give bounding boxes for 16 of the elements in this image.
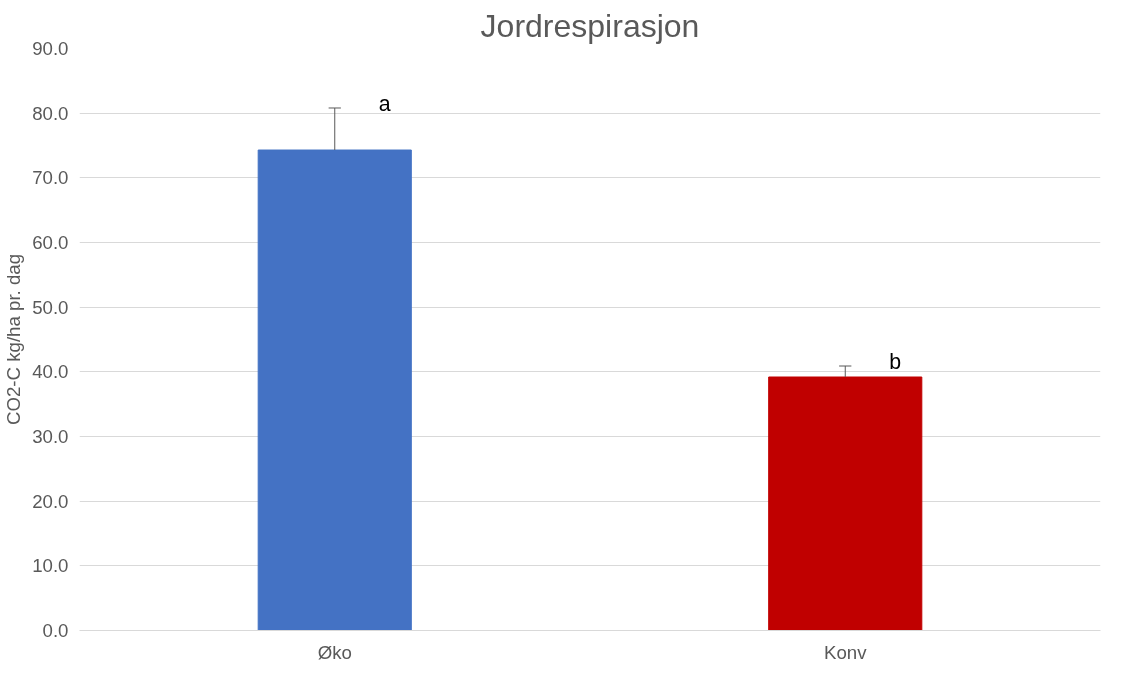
y-tick-label: 80.0 <box>32 102 69 124</box>
x-tick-label: Konv <box>823 641 868 663</box>
y-tick-label: 10.0 <box>32 555 69 577</box>
y-tick-label: 30.0 <box>32 426 69 447</box>
y-tick-label: 90.0 <box>32 38 69 59</box>
y-tick-label: 40.0 <box>32 361 69 383</box>
y-tick-label: 0.0 <box>42 620 69 641</box>
annotation: b <box>889 350 902 375</box>
y-axis-title: CO2-C kg/ha pr. dag <box>3 253 25 426</box>
x-tick-label: Øko <box>317 641 352 663</box>
y-tick-label: 20.0 <box>32 490 69 512</box>
y-tick-label: 60.0 <box>32 232 69 253</box>
y-tick-label: 70.0 <box>32 167 69 189</box>
annotation: a <box>378 91 391 116</box>
y-tick-label: 50.0 <box>32 296 69 318</box>
chart-title: Jordrespirasjon <box>480 7 700 44</box>
